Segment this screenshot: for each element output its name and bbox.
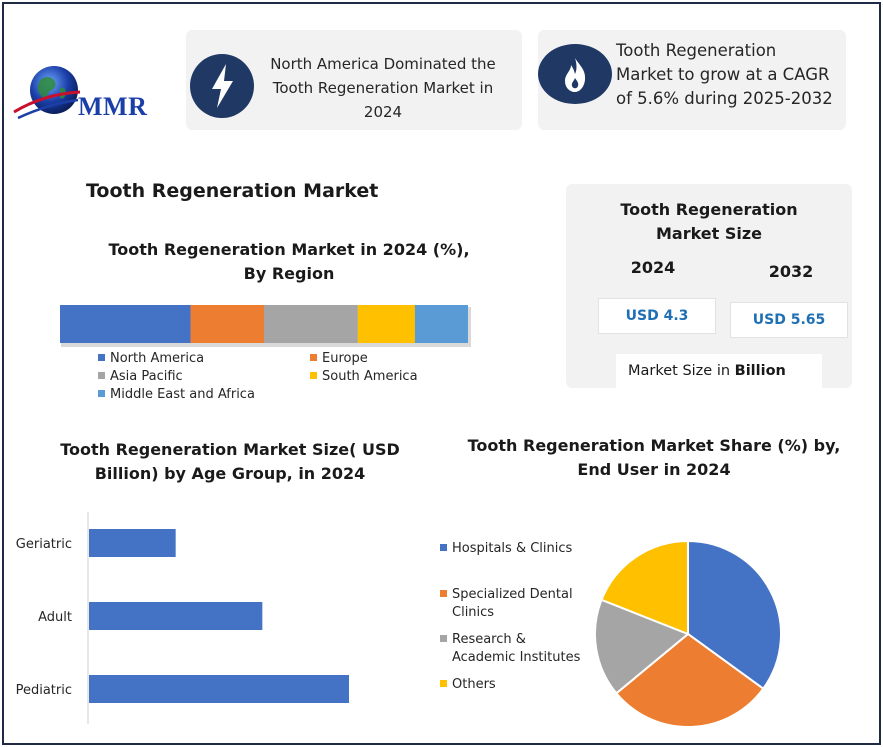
flame-icon-badge <box>538 44 612 104</box>
market-size-value-2032-text: USD 5.65 <box>752 312 826 328</box>
market-size-value-2024-text: USD 4.3 <box>625 308 689 324</box>
legend-label: Hospitals & Clinics <box>452 541 573 556</box>
age-tick-label: Pediatric <box>16 683 72 698</box>
legend-label: South America <box>322 369 418 384</box>
legend-item-specialized-dental-clinics: Specialized Dental Clinics <box>440 586 590 622</box>
legend-label: Asia Pacific <box>110 369 183 384</box>
legend-label: Specialized Dental Clinics <box>452 587 573 620</box>
logo: MMR <box>12 62 172 126</box>
legend-item-asia-pacific: Asia Pacific <box>98 368 183 386</box>
pie-slice-specialized-dental-clinics <box>614 632 765 728</box>
market-size-title: Tooth Regeneration Market Size <box>620 200 798 243</box>
legend-item-south-america: South America <box>310 368 418 386</box>
legend-item-middle-east-and-africa: Middle East and Africa <box>98 386 255 404</box>
legend-swatch <box>440 635 447 642</box>
region-bar-south-america <box>357 305 415 343</box>
market-size-note-prefix: Market Size in <box>628 363 735 379</box>
legend-label: Europe <box>322 351 368 366</box>
region-stacked-bar-chart <box>60 305 471 347</box>
legend-item-others: Others <box>440 676 590 694</box>
legend-swatch <box>440 680 447 687</box>
lightning-icon-badge <box>190 54 254 118</box>
market-size-year-2024: 2024 <box>630 258 676 277</box>
market-size-note-unit: Billion <box>734 363 786 379</box>
highlight-card-region: North America Dominated the Tooth Regene… <box>186 30 522 130</box>
pie-slice-others <box>600 539 689 636</box>
flame-icon <box>565 58 586 92</box>
legend-label: Others <box>452 677 496 692</box>
region-chart-title: Tooth Regeneration Market in 2024 (%), B… <box>108 240 470 283</box>
region-chart-legend: North America Europe Asia Pacific South Ame… <box>94 350 474 408</box>
legend-label: Middle East and Africa <box>110 387 255 402</box>
region-bar-north-america <box>60 305 191 343</box>
age-bar-pediatric <box>89 675 349 703</box>
legend-item-hospitals-clinics: Hospitals & Clinics <box>440 540 590 558</box>
age-bar-geriatric <box>89 529 176 557</box>
legend-swatch <box>98 390 105 397</box>
highlight-card-cagr: Tooth Regeneration Market to grow at a C… <box>538 30 846 130</box>
pie-slice-hospitals-clinics <box>687 539 782 691</box>
market-size-year-2032: 2032 <box>768 262 814 281</box>
logo-text: MMR <box>78 92 148 121</box>
end-user-chart-legend: Hospitals & Clinics Specialized Dental Cl… <box>440 540 590 700</box>
age-chart-title: Tooth Regeneration Market Size( USD Bill… <box>60 440 400 483</box>
legend-item-europe: Europe <box>310 350 368 368</box>
end-user-chart-title: Tooth Regeneration Market Share (%) by, … <box>467 436 841 479</box>
region-bar-middle-east-and-africa <box>414 305 468 343</box>
legend-swatch <box>440 544 447 551</box>
legend-swatch <box>98 354 105 361</box>
legend-label: North America <box>110 351 205 366</box>
highlight-text-cagr: Tooth Regeneration Market to grow at a C… <box>616 41 833 108</box>
legend-label: Research & Academic Institutes <box>452 632 581 665</box>
end-user-pie-chart <box>594 539 782 728</box>
region-bar-asia-pacific <box>264 305 358 343</box>
highlight-text-region: North America Dominated the Tooth Regene… <box>270 55 496 121</box>
market-size-note: Market Size in Billion <box>616 354 822 388</box>
legend-swatch <box>310 354 317 361</box>
market-size-card: Tooth Regeneration Market Size 2024 2032… <box>566 184 852 388</box>
legend-item-north-america: North America <box>98 350 204 368</box>
legend-swatch <box>440 590 447 597</box>
age-group-bar-chart: Geriatric Adult Pediatric <box>16 512 349 724</box>
legend-swatch <box>98 372 105 379</box>
page-title: Tooth Regeneration Market <box>86 180 379 202</box>
lightning-icon <box>212 64 233 108</box>
market-size-value-2032: USD 5.65 <box>730 302 848 338</box>
age-tick-label: Adult <box>38 610 72 625</box>
age-bar-adult <box>89 602 263 630</box>
globe-icon <box>13 66 81 120</box>
age-tick-label: Geriatric <box>16 537 72 552</box>
region-bar-europe <box>190 305 264 343</box>
pie-slice-research-academic-institutes <box>594 598 690 695</box>
legend-swatch <box>310 372 317 379</box>
legend-item-research-academic-institutes: Research & Academic Institutes <box>440 631 590 667</box>
market-size-value-2024: USD 4.3 <box>598 298 716 334</box>
